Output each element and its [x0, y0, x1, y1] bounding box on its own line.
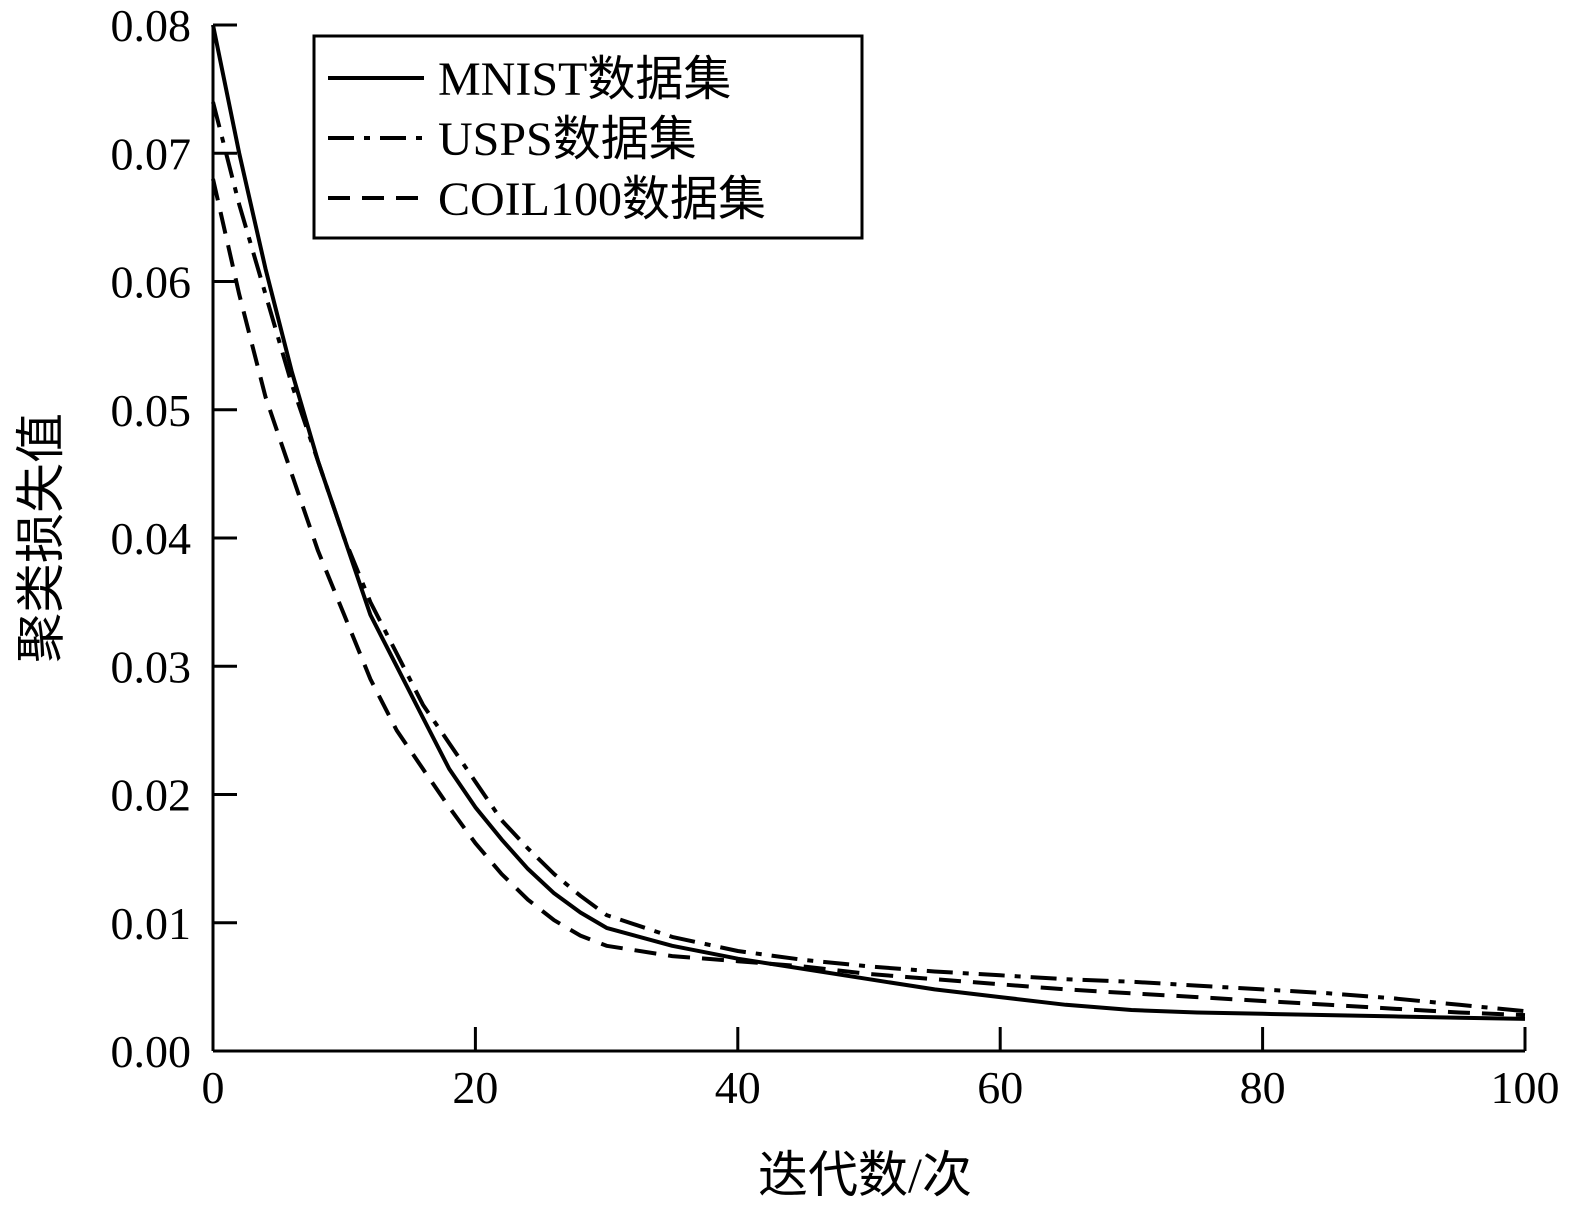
- y-tick-label: 0.05: [111, 385, 192, 436]
- x-axis-title: 迭代数/次: [758, 1147, 972, 1203]
- y-axis-title: 聚类损失值: [13, 413, 69, 663]
- legend-label: MNIST数据集: [438, 53, 731, 106]
- y-tick-label: 0.01: [111, 898, 192, 949]
- series-line-usps: [211, 101, 1526, 1014]
- legend: MNIST数据集 USPS数据集 COIL100数据集: [312, 34, 864, 240]
- series-line-coil100: [211, 178, 1526, 1018]
- y-tick-label: 0.07: [111, 128, 192, 179]
- legend-label: USPS数据集: [438, 113, 697, 166]
- y-tick-label: 0.08: [111, 0, 192, 51]
- y-tick-label: 0.04: [111, 513, 192, 564]
- x-tick-label: 20: [452, 1062, 498, 1113]
- y-tick-label: 0.02: [111, 770, 192, 821]
- x-axis-ticks: 0 20 40 60 80 100: [202, 1027, 1560, 1113]
- y-tick-label: 0.03: [111, 641, 192, 692]
- y-axis-ticks: 0.00 0.01 0.02 0.03 0.04 0.05 0.06 0.07 0.08: [111, 0, 237, 1077]
- x-tick-label: 100: [1491, 1062, 1560, 1113]
- x-tick-label: 0: [202, 1062, 225, 1113]
- legend-label: COIL100数据集: [438, 173, 766, 226]
- y-tick-label: 0.06: [111, 257, 192, 308]
- x-tick-label: 40: [715, 1062, 761, 1113]
- y-tick-label: 0.00: [111, 1026, 192, 1077]
- series-layer: [211, 24, 1526, 1021]
- x-tick-label: 80: [1240, 1062, 1286, 1113]
- x-tick-label: 60: [977, 1062, 1023, 1113]
